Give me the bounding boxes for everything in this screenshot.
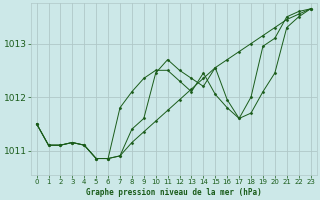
X-axis label: Graphe pression niveau de la mer (hPa): Graphe pression niveau de la mer (hPa) — [86, 188, 261, 197]
